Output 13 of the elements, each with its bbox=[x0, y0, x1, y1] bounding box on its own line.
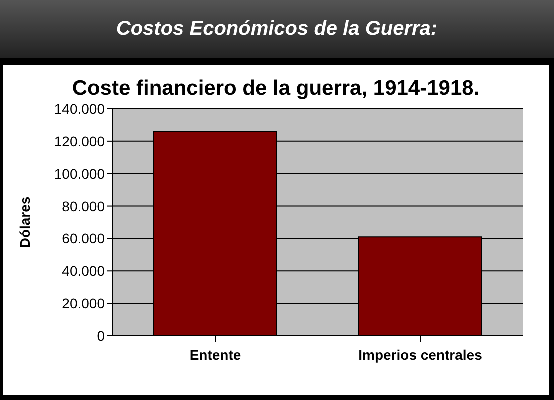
x-tick-label: Imperios centrales bbox=[358, 346, 483, 363]
y-tick-label: 100.000 bbox=[54, 166, 106, 182]
chart-subtitle: Coste financiero de la guerra, 1914-1918. bbox=[71, 77, 481, 101]
y-tick-label: 120.000 bbox=[54, 133, 106, 150]
chart-title: Costos Económicos de la Guerra: bbox=[116, 18, 438, 40]
y-tick-label: 60.000 bbox=[62, 230, 106, 247]
y-tick-label: 140.000 bbox=[54, 100, 106, 117]
y-tick-label: 80.000 bbox=[62, 198, 106, 214]
y-tick-label: 40.000 bbox=[62, 263, 106, 280]
y-tick-label: 0 bbox=[97, 328, 106, 344]
y-tick-label: 20.000 bbox=[62, 296, 106, 312]
x-tick-label: Entente bbox=[190, 346, 242, 363]
y-axis-title: Dólares bbox=[16, 196, 33, 248]
